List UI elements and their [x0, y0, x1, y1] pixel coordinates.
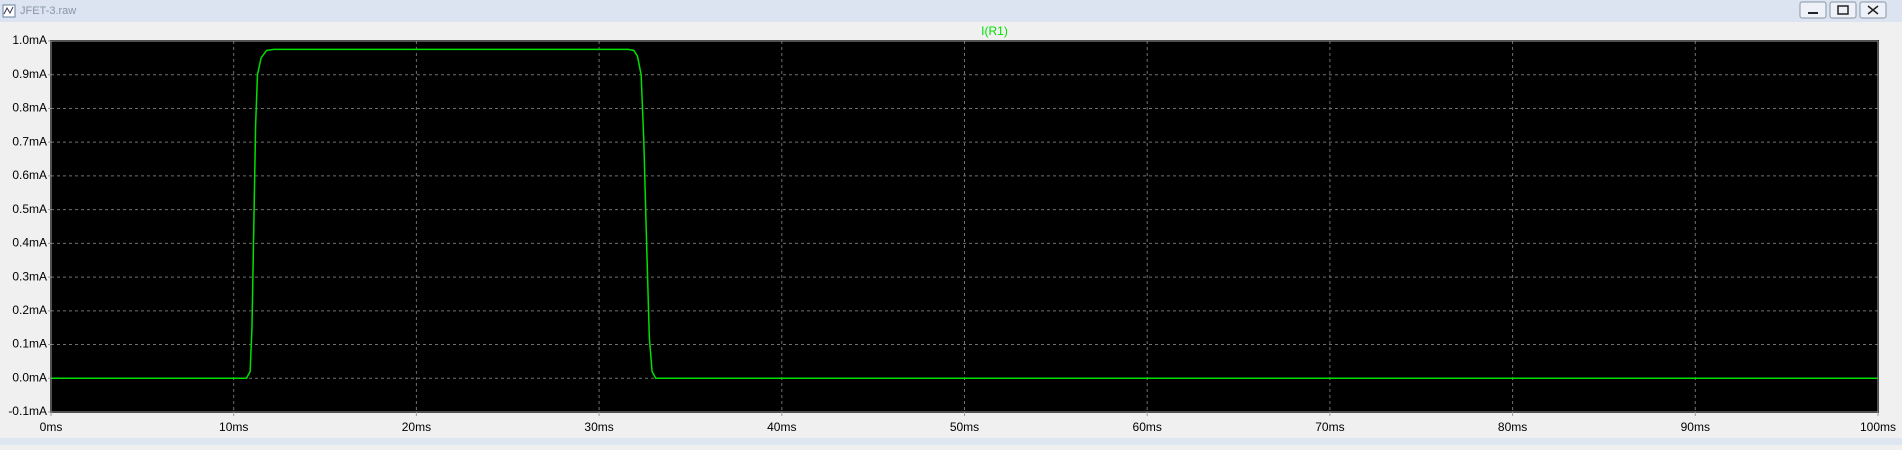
y-tick-label: 0.6mA [12, 168, 47, 182]
y-tick-label: -0.1mA [8, 404, 47, 418]
y-tick-label: 0.9mA [12, 67, 47, 81]
x-tick-label: 60ms [1133, 420, 1162, 434]
plot-pane [0, 22, 1902, 438]
y-tick-label: 0.3mA [12, 269, 47, 283]
trace-line [51, 48, 1878, 380]
y-tick-label: 1.0mA [12, 33, 47, 47]
app-icon-glyph [3, 6, 14, 15]
x-tick-label: 100ms [1860, 420, 1896, 434]
plot-frame [50, 40, 1879, 413]
x-tick-label: 40ms [767, 420, 796, 434]
x-tick-label: 80ms [1498, 420, 1527, 434]
axis-labels: -0.1mA 0.0mA 0.1mA 0.2mA 0.3mA 0.4mA 0.5mA 0.6m… [8, 24, 1896, 434]
minimize-button[interactable] [1799, 1, 1827, 19]
title-bar [0, 0, 1902, 22]
y-tick-label: 0.7mA [12, 134, 47, 148]
x-tick-label: 70ms [1315, 420, 1344, 434]
y-tick-label: 0.1mA [12, 337, 47, 351]
axis-margin [0, 22, 1902, 40]
restore-button[interactable] [1829, 1, 1857, 19]
y-tick-label: 0.8mA [12, 101, 47, 115]
window-buttons[interactable] [1799, 1, 1887, 19]
axis-margin [0, 413, 1902, 438]
window-title: JFET-3.raw [20, 5, 76, 17]
y-tick-label: 0.2mA [12, 303, 47, 317]
traces [51, 48, 1878, 380]
legend-entry: I(R1) [981, 24, 1008, 38]
x-tick-label: 20ms [402, 420, 431, 434]
x-tick-label: 50ms [950, 420, 979, 434]
axis-margin [1879, 22, 1902, 438]
y-tick-label: 0.4mA [12, 236, 47, 250]
close-glyph [1867, 5, 1879, 15]
x-tick-label: 10ms [219, 420, 248, 434]
axis-margin [0, 22, 50, 438]
restore-glyph [1837, 5, 1849, 15]
y-tick-label: 0.5mA [12, 202, 47, 216]
y-tick-label: 0.0mA [12, 370, 47, 384]
x-tick-label: 30ms [584, 420, 613, 434]
status-strip [0, 438, 1902, 445]
x-tick-label: 90ms [1681, 420, 1710, 434]
x-tick-label: 0ms [40, 420, 63, 434]
